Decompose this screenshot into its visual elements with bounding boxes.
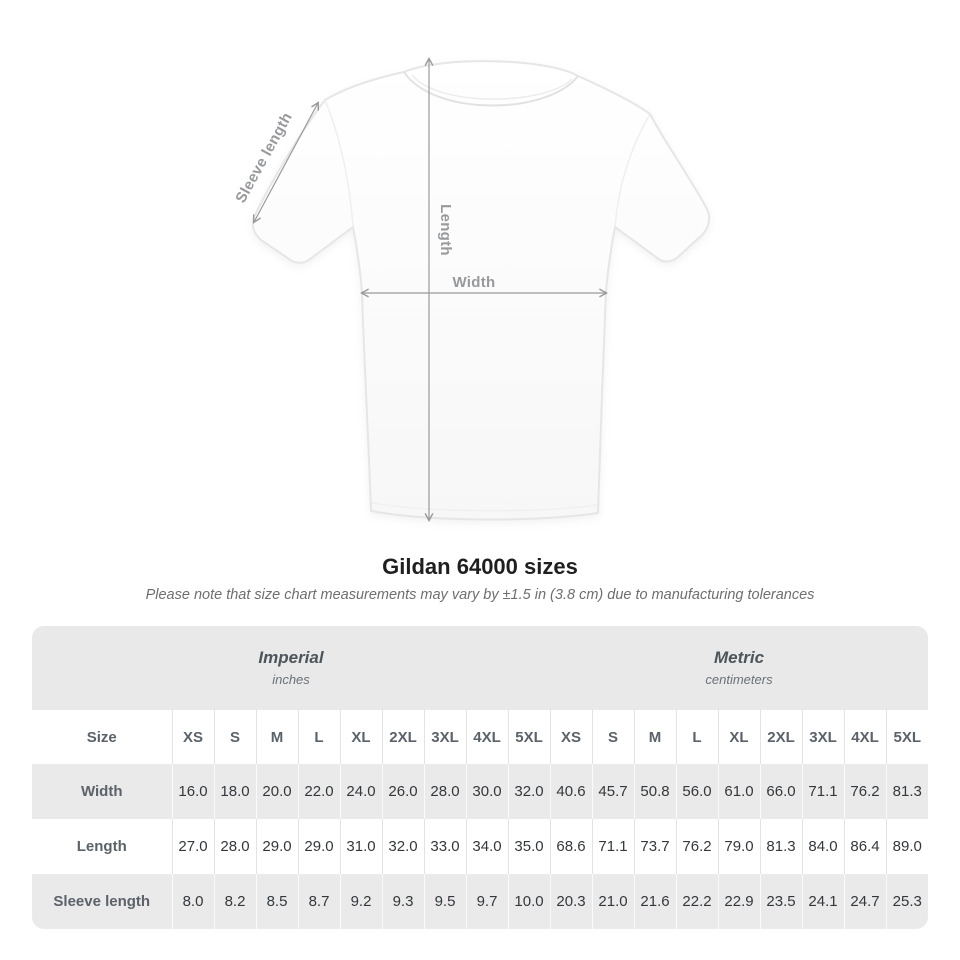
value-cell: 84.0: [801, 819, 844, 874]
value-cell: 33.0: [423, 819, 466, 874]
value-cell: 9.7: [465, 874, 508, 929]
value-cell: 9.3: [381, 874, 424, 929]
value-cell: 79.0: [717, 819, 760, 874]
value-cell: 8.7: [297, 874, 340, 929]
value-cell: 8.5: [255, 874, 298, 929]
value-cell: 32.0: [381, 819, 424, 874]
value-cell: 8.0: [171, 874, 214, 929]
value-cell: 76.2: [675, 819, 718, 874]
value-cell: 20.3: [549, 874, 592, 929]
value-cell: 61.0: [717, 764, 760, 819]
metric-band: Metric centimeters: [550, 626, 928, 710]
value-cell: 23.5: [759, 874, 802, 929]
value-cell: 29.0: [297, 819, 340, 874]
value-cell: 27.0: [171, 819, 214, 874]
value-cell: 73.7: [633, 819, 676, 874]
value-cell: 24.0: [339, 764, 382, 819]
value-cell: 66.0: [759, 764, 802, 819]
size-cell: XL: [339, 710, 382, 764]
size-cell: 4XL: [465, 710, 508, 764]
value-cell: 25.3: [885, 874, 928, 929]
size-cell: M: [255, 710, 298, 764]
value-cell: 76.2: [843, 764, 886, 819]
value-cell: 50.8: [633, 764, 676, 819]
row-label: Length: [32, 819, 172, 874]
value-cell: 34.0: [465, 819, 508, 874]
table-row-width: Width 16.0 18.0 20.0 22.0 24.0 26.0 28.0…: [32, 764, 928, 819]
value-cell: 32.0: [507, 764, 550, 819]
size-header-label: Size: [32, 710, 172, 764]
value-cell: 8.2: [213, 874, 256, 929]
size-cell: 4XL: [843, 710, 886, 764]
value-cell: 21.6: [633, 874, 676, 929]
value-cell: 9.2: [339, 874, 382, 929]
size-cell: 5XL: [885, 710, 928, 764]
value-cell: 35.0: [507, 819, 550, 874]
value-cell: 10.0: [507, 874, 550, 929]
value-cell: 18.0: [213, 764, 256, 819]
row-label: Sleeve length: [32, 874, 172, 929]
metric-unit: centimeters: [705, 672, 773, 687]
value-cell: 16.0: [171, 764, 214, 819]
size-cell: 5XL: [507, 710, 550, 764]
size-cell: L: [297, 710, 340, 764]
value-cell: 89.0: [885, 819, 928, 874]
value-cell: 71.1: [591, 819, 634, 874]
value-cell: 29.0: [255, 819, 298, 874]
size-cell: 2XL: [381, 710, 424, 764]
length-label: Length: [437, 204, 454, 256]
imperial-unit: inches: [272, 672, 310, 687]
table-row-length: Length 27.0 28.0 29.0 29.0 31.0 32.0 33.…: [32, 819, 928, 874]
value-cell: 24.1: [801, 874, 844, 929]
row-label: Width: [32, 764, 172, 819]
size-cell: 2XL: [759, 710, 802, 764]
value-cell: 9.5: [423, 874, 466, 929]
size-cell: XS: [549, 710, 592, 764]
value-cell: 22.2: [675, 874, 718, 929]
size-cell: XS: [171, 710, 214, 764]
page-title: Gildan 64000 sizes: [382, 554, 578, 579]
value-cell: 31.0: [339, 819, 382, 874]
sleeve-length-arrow: [253, 101, 319, 224]
value-cell: 20.0: [255, 764, 298, 819]
metric-title: Metric: [713, 648, 765, 667]
size-cell: S: [591, 710, 634, 764]
size-table: Imperial inches Metric centimeters Size …: [32, 626, 928, 929]
value-cell: 40.6: [549, 764, 592, 819]
size-cell: S: [213, 710, 256, 764]
value-cell: 45.7: [591, 764, 634, 819]
page-subtitle: Please note that size chart measurements…: [145, 587, 815, 603]
size-cell: M: [633, 710, 676, 764]
value-cell: 28.0: [423, 764, 466, 819]
value-cell: 56.0: [675, 764, 718, 819]
size-cell: L: [675, 710, 718, 764]
unit-band-row: Imperial inches Metric centimeters: [32, 626, 928, 710]
value-cell: 26.0: [381, 764, 424, 819]
tshirt-diagram-svg: Width Length Sleeve length: [232, 56, 711, 523]
width-label: Width: [452, 274, 495, 291]
size-cell: XL: [717, 710, 760, 764]
tshirt-measurement-diagram: Width Length Sleeve length: [232, 56, 711, 523]
size-header-row: Size XS S M L XL 2XL 3XL 4XL 5XL XS S M …: [32, 710, 928, 764]
value-cell: 28.0: [213, 819, 256, 874]
size-cell: 3XL: [423, 710, 466, 764]
value-cell: 86.4: [843, 819, 886, 874]
value-cell: 81.3: [885, 764, 928, 819]
size-table-container: Imperial inches Metric centimeters Size …: [32, 626, 928, 929]
value-cell: 71.1: [801, 764, 844, 819]
size-cell: 3XL: [801, 710, 844, 764]
value-cell: 30.0: [465, 764, 508, 819]
value-cell: 81.3: [759, 819, 802, 874]
imperial-title: Imperial: [258, 648, 324, 667]
table-row-sleeve-length: Sleeve length 8.0 8.2 8.5 8.7 9.2 9.3 9.…: [32, 874, 928, 929]
value-cell: 22.9: [717, 874, 760, 929]
value-cell: 68.6: [549, 819, 592, 874]
imperial-band: Imperial inches: [32, 626, 550, 710]
value-cell: 24.7: [843, 874, 886, 929]
value-cell: 21.0: [591, 874, 634, 929]
value-cell: 22.0: [297, 764, 340, 819]
